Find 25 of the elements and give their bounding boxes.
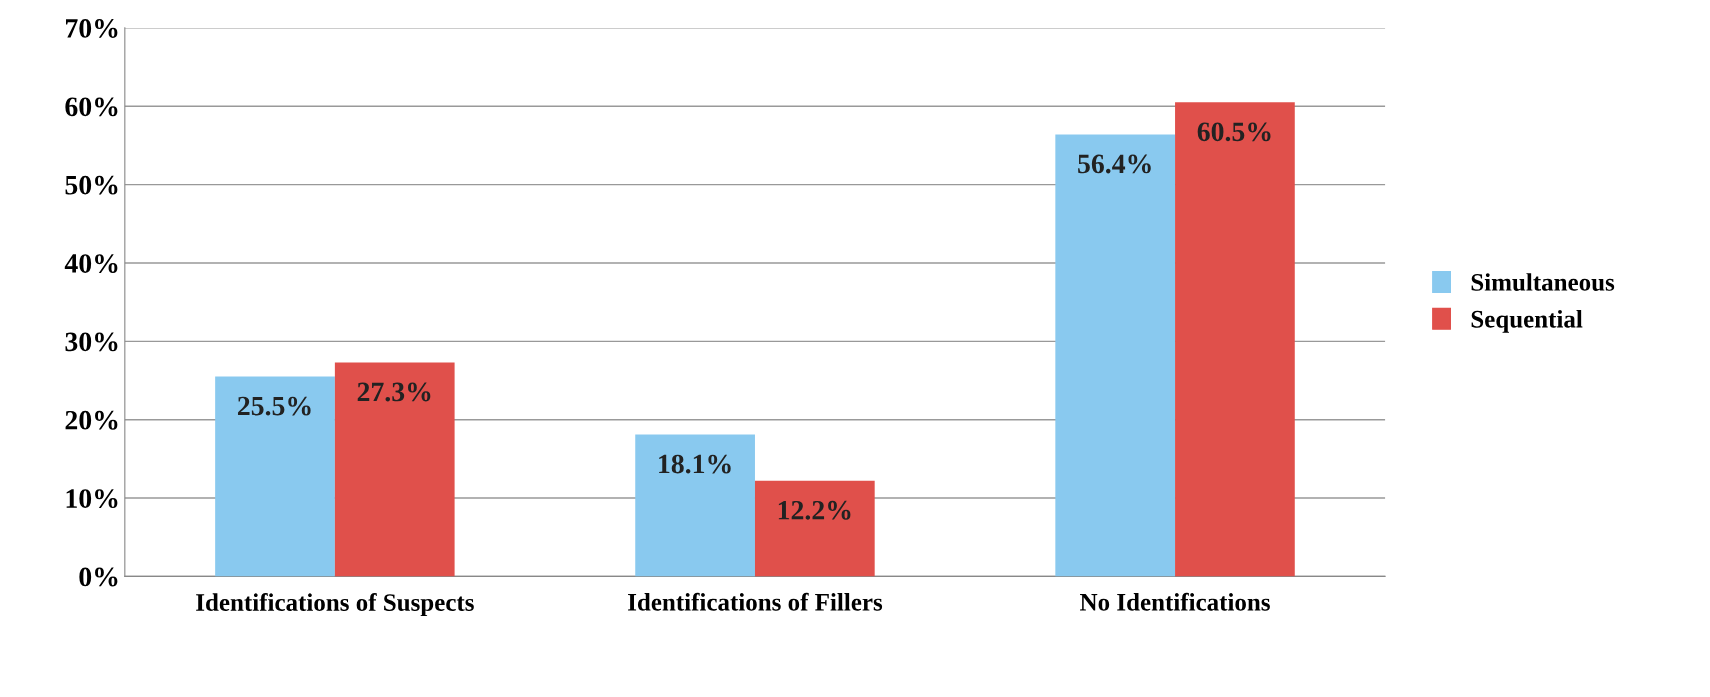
data-label: 12.2%	[778, 500, 851, 520]
y-tick-label: 10%	[66, 489, 118, 509]
data-label: 25.5%	[237, 396, 311, 416]
bar	[334, 362, 455, 577]
bar	[754, 480, 875, 577]
data-label: 60.5%	[1197, 122, 1271, 142]
legend-label: Sequential	[1471, 310, 1583, 333]
bar	[1175, 102, 1295, 577]
legend-label: Simultaneous	[1471, 273, 1615, 291]
data-label: 18.1%	[659, 454, 731, 474]
bar	[215, 376, 335, 577]
y-tick-label: 50%	[65, 175, 118, 195]
x-tick-label: Identifications of Fillers	[628, 592, 883, 611]
y-tick-label: 70%	[66, 19, 118, 38]
y-tick-label: 20%	[65, 410, 118, 430]
bar	[635, 434, 755, 577]
y-tick-label: 0%	[79, 567, 118, 587]
x-tick-label: No Identifications	[1080, 592, 1270, 611]
y-tick-label: 30%	[65, 332, 118, 352]
x-tick-label: Identifications of Suspects	[196, 593, 474, 617]
y-tick-label: 60%	[65, 97, 118, 117]
y-tick-label: 40%	[64, 254, 118, 273]
data-label: 27.3%	[357, 382, 431, 402]
bar	[1055, 134, 1176, 577]
data-label: 56.4%	[1078, 154, 1151, 174]
